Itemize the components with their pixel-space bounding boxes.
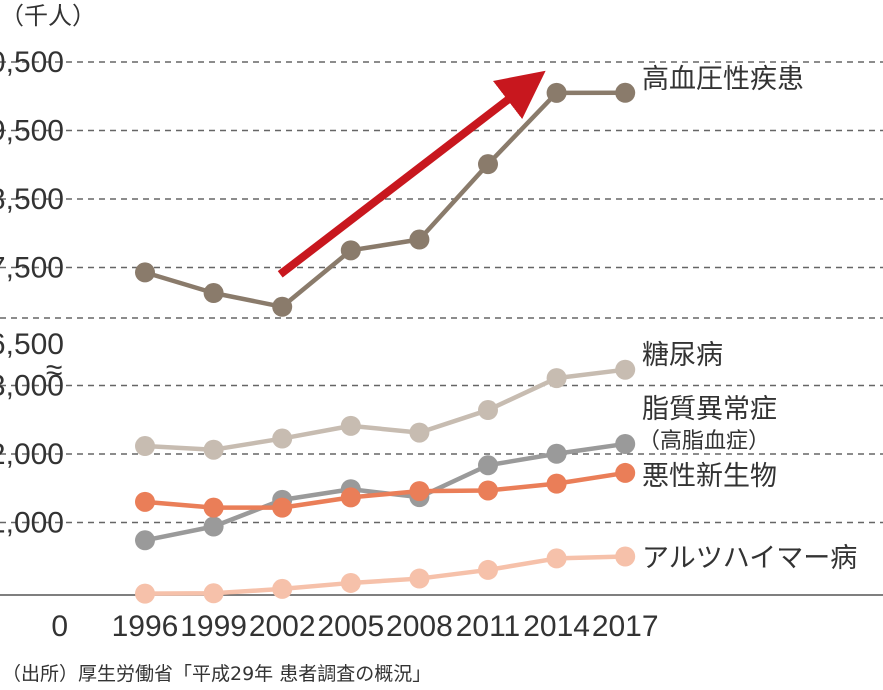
series-5 bbox=[135, 546, 636, 604]
x-axis-ticks: 1996 1999 2002 2005 2008 2011 2014 2017 bbox=[112, 610, 659, 643]
data-point bbox=[615, 462, 636, 483]
data-point bbox=[478, 400, 498, 421]
data-point bbox=[546, 82, 567, 103]
y-tick-label: 0 bbox=[51, 610, 68, 643]
data-point bbox=[135, 583, 155, 604]
y-tick-label: 6,500 bbox=[0, 328, 64, 361]
data-point bbox=[340, 415, 361, 436]
y-tick-label: 2,000 bbox=[0, 438, 64, 471]
data-point bbox=[203, 583, 224, 604]
data-point bbox=[340, 572, 361, 593]
x-tick-label: 2002 bbox=[249, 610, 316, 643]
x-tick-label: 2014 bbox=[523, 610, 590, 643]
data-point bbox=[272, 578, 293, 599]
x-tick-label: 2017 bbox=[592, 610, 659, 643]
series-label: 糖尿病 bbox=[642, 340, 723, 371]
data-point bbox=[340, 487, 361, 508]
data-point bbox=[340, 240, 361, 261]
y-tick-label: 9,500 bbox=[0, 115, 64, 148]
y-tick-label: 3,000 bbox=[0, 370, 64, 403]
data-point bbox=[409, 568, 430, 589]
data-point bbox=[615, 546, 636, 567]
data-point bbox=[409, 422, 430, 443]
gridlines bbox=[0, 61, 883, 596]
data-point bbox=[546, 368, 567, 389]
y-tick-label: 10,500 bbox=[0, 46, 64, 79]
series-line bbox=[144, 367, 626, 452]
data-point bbox=[135, 436, 155, 457]
series-label: 脂質異常症 bbox=[642, 394, 777, 425]
series-line bbox=[144, 90, 626, 310]
data-point bbox=[203, 497, 224, 518]
data-point bbox=[409, 481, 430, 502]
series-1 bbox=[135, 82, 636, 317]
data-point bbox=[546, 548, 567, 569]
data-point bbox=[478, 455, 498, 476]
y-tick-label: 8,500 bbox=[0, 183, 64, 216]
data-point bbox=[546, 443, 567, 464]
series-label: 悪性新生物 bbox=[642, 461, 777, 492]
x-tick-label: 2008 bbox=[386, 610, 453, 643]
y-tick-label: 7,500 bbox=[0, 252, 64, 285]
data-point bbox=[546, 473, 567, 494]
data-point bbox=[135, 491, 155, 512]
trend-arrow bbox=[277, 70, 546, 278]
source-note: （出所）厚生労働省「平成29年 患者調査の概況」 bbox=[2, 663, 431, 685]
data-point bbox=[615, 359, 636, 380]
series-line bbox=[144, 470, 626, 510]
data-point bbox=[272, 296, 293, 317]
series-label: アルツハイマー病 bbox=[642, 543, 857, 574]
y-axis-ticks: 0 1,000 2,000 3,000 6,500 7,500 8,500 9,500 10,5… bbox=[0, 46, 68, 643]
x-tick-label: 1996 bbox=[112, 610, 179, 643]
data-point bbox=[135, 530, 155, 551]
series-label: 高血圧性疾患 bbox=[642, 64, 804, 95]
data-point bbox=[615, 433, 636, 454]
data-point bbox=[272, 428, 293, 449]
axis-break-symbol: ≈ bbox=[46, 354, 62, 387]
data-point bbox=[272, 497, 293, 518]
series-layer bbox=[135, 82, 636, 604]
data-point bbox=[478, 154, 498, 175]
y-tick-label: 1,000 bbox=[0, 507, 64, 540]
x-tick-label: 1999 bbox=[180, 610, 247, 643]
x-tick-label: 2005 bbox=[317, 610, 384, 643]
data-point bbox=[203, 283, 224, 304]
data-point bbox=[478, 559, 498, 580]
annotation-layer bbox=[277, 70, 546, 278]
unit-label: （千人） bbox=[0, 2, 96, 30]
data-point bbox=[203, 439, 224, 460]
series-line bbox=[144, 554, 626, 596]
data-point bbox=[478, 480, 498, 501]
x-tick-label: 2011 bbox=[456, 610, 521, 643]
data-point bbox=[203, 516, 224, 537]
data-point bbox=[135, 262, 155, 283]
data-point bbox=[409, 229, 430, 250]
series-label-sub: （高脂血症） bbox=[638, 429, 770, 454]
series-2 bbox=[135, 359, 636, 460]
series-4 bbox=[135, 462, 636, 518]
data-point bbox=[615, 82, 636, 103]
